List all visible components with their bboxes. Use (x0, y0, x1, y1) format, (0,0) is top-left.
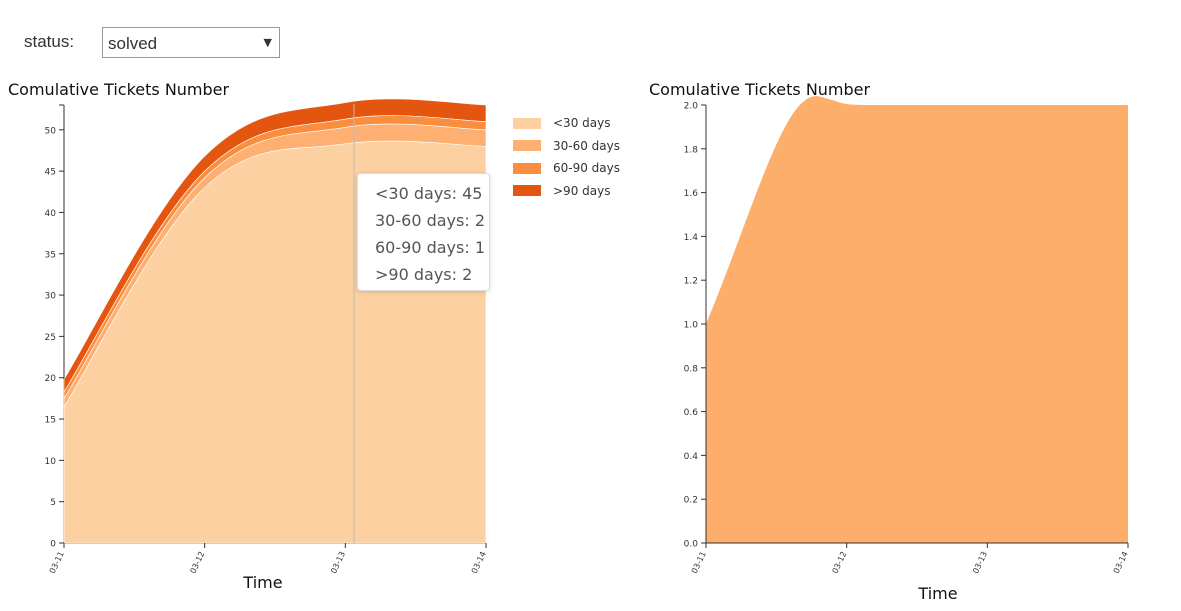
right-ytick-label-6: 1.2 (684, 277, 698, 287)
right-ytick-label-8: 1.6 (684, 189, 699, 199)
legend-item-30-60[interactable]: 30-60 days (513, 135, 620, 158)
right-ytick-label-2: 0.4 (684, 452, 699, 462)
left-x-axis-label: Time (242, 573, 282, 592)
legend-label-30-60: 30-60 days (553, 138, 621, 153)
status-select[interactable]: solved ▼ (102, 27, 280, 58)
left-ytick-label-2: 10 (45, 457, 57, 467)
legend-label-gt90: >90 days (553, 183, 611, 198)
left-xtick-label-0: 03-11 (48, 550, 66, 575)
right-chart: 0.0 0.2 0.4 0.6 0.8 1.0 1.2 1.4 1.6 1.8 2.0 03-11 03… (684, 96, 1130, 603)
right-ytick-label-9: 1.8 (684, 145, 699, 155)
left-xtick-label-1: 03-12 (188, 550, 206, 575)
legend-item-60-90[interactable]: 60-90 days (513, 157, 620, 180)
left-chart: 0 5 10 15 20 25 30 35 40 45 50 03-11 03-12 03-13 03-14… (45, 98, 488, 592)
chevron-down-icon: ▼ (263, 36, 272, 49)
legend-swatch-60-90 (513, 162, 541, 174)
chart-legend: <30 days 30-60 days 60-90 days >90 days (513, 112, 620, 202)
left-ytick-label-1: 5 (50, 498, 56, 508)
legend-swatch-lt30 (513, 117, 541, 129)
legend-swatch-30-60 (513, 140, 541, 152)
left-ytick-label-10: 50 (45, 126, 57, 136)
left-area-series-3[interactable] (63, 98, 487, 393)
legend-swatch-gt90 (513, 185, 541, 197)
right-ytick-label-5: 1.0 (684, 321, 699, 331)
left-ytick-label-3: 15 (45, 416, 56, 426)
left-xtick-label-2: 03-13 (329, 550, 347, 575)
left-chart-title: Comulative Tickets Number (8, 80, 230, 99)
chart-tooltip: <30 days: 45 30-60 days: 2 60-90 days: 1… (357, 173, 490, 291)
legend-label-60-90: 60-90 days (553, 161, 621, 176)
right-xtick-label-2: 03-13 (971, 550, 989, 575)
right-x-axis-label: Time (917, 584, 957, 603)
left-ytick-label-6: 30 (45, 292, 57, 302)
tooltip-row-lt30: <30 days: 45 (375, 184, 483, 203)
right-xtick-label-0: 03-11 (690, 550, 708, 575)
right-ytick-label-10: 2.0 (684, 102, 699, 112)
right-ytick-label-4: 0.8 (684, 364, 699, 374)
status-select-value: solved (108, 34, 158, 53)
legend-item-lt30[interactable]: <30 days (513, 112, 620, 135)
right-chart-title: Comulative Tickets Number (649, 80, 871, 99)
tooltip-row-gt90: >90 days: 2 (375, 265, 473, 284)
tooltip-row-30-60: 30-60 days: 2 (375, 211, 485, 230)
left-ytick-label-0: 0 (50, 540, 56, 550)
right-area-series-0[interactable] (706, 96, 1128, 543)
right-xtick-label-1: 03-12 (830, 550, 848, 575)
right-ytick-label-3: 0.6 (684, 408, 699, 418)
right-ytick-label-7: 1.4 (684, 233, 699, 243)
left-ytick-label-8: 40 (45, 209, 57, 219)
right-ytick-label-0: 0.0 (684, 540, 699, 550)
tooltip-row-60-90: 60-90 days: 1 (375, 238, 485, 257)
right-ytick-label-1: 0.2 (684, 496, 698, 506)
left-ytick-label-9: 45 (45, 168, 56, 178)
legend-item-gt90[interactable]: >90 days (513, 180, 620, 203)
left-ytick-label-7: 35 (45, 250, 56, 260)
legend-label-lt30: <30 days (553, 116, 611, 131)
left-ytick-label-5: 25 (45, 333, 56, 343)
right-xtick-label-3: 03-14 (1112, 550, 1130, 575)
status-filter-label: status: (24, 32, 75, 51)
left-xtick-label-3: 03-14 (470, 550, 488, 575)
left-ytick-label-4: 20 (45, 374, 57, 384)
